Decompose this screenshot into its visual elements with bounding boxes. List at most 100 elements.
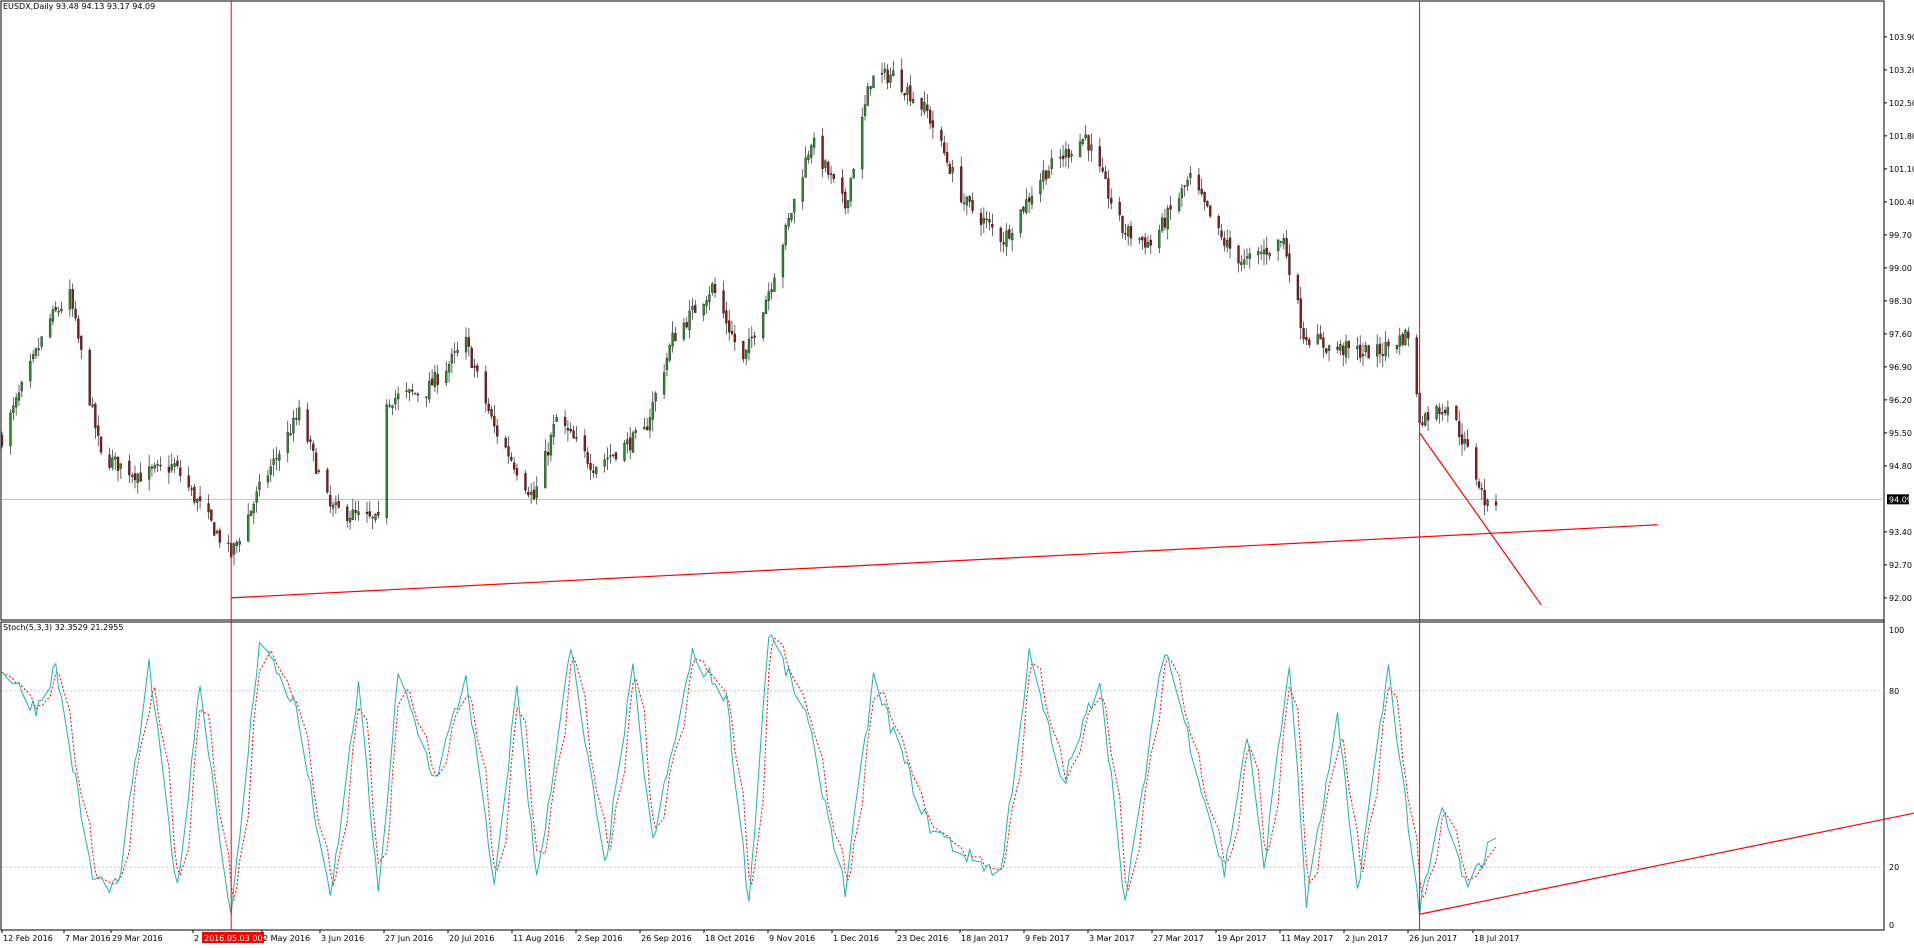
candle [527,486,530,498]
trendline-annotations[interactable] [230,1,1914,930]
candle-body [433,372,437,388]
candle-body [1226,240,1229,248]
candle-body [80,336,83,350]
candle [535,476,538,505]
candle-body [1299,298,1302,329]
candle-body [179,467,182,476]
candle [1240,255,1243,272]
candle [312,440,315,462]
candle [329,485,332,514]
candle [1276,239,1280,262]
candle [866,82,869,106]
candle [235,539,239,553]
candle [960,156,963,204]
candle [713,277,717,298]
candle [258,473,261,497]
candle [1098,137,1102,173]
candle-body [37,348,40,351]
price-panel-header: EUSDX,Daily 93.48 94.13 93.17 94.09 [3,2,155,11]
candle-body [691,306,694,311]
candle [829,165,833,184]
candle [408,388,411,402]
candle-body [20,381,23,392]
candle [1129,221,1133,247]
candle-body [1347,341,1351,348]
candle-body [1381,354,1384,357]
candle [354,500,357,521]
candle-body [592,470,595,473]
candle [1327,344,1331,362]
candle-body [371,516,374,519]
candle [790,212,793,223]
candle [1163,209,1167,231]
candle-body [493,415,496,427]
candle-body [943,142,946,154]
candle [1424,411,1427,427]
candle [1398,327,1401,355]
stochastic-series[interactable] [1,634,1497,916]
candle [943,135,946,156]
candle [1022,205,1025,215]
candle [1359,335,1362,363]
candle-body [863,104,867,117]
price-axis-label: 102.50 [1889,99,1914,108]
candle [269,458,272,482]
candle-body [985,218,988,221]
candle [317,468,321,474]
candle [589,454,592,480]
candle [1296,272,1300,305]
candle [1087,134,1090,162]
candle-body [979,212,983,226]
candle [1316,324,1319,345]
candle [99,436,103,456]
price-axis-label: 94.80 [1889,462,1912,471]
candle [1259,244,1263,261]
candle-body [77,318,80,339]
candle-body [1265,247,1268,255]
candle [982,207,986,234]
candle [685,317,688,329]
candle-body [1316,334,1319,345]
candle [1384,331,1387,362]
candle [1342,342,1345,367]
candle-body [1446,407,1450,415]
candle-body [405,390,408,392]
time-axis-label: 7 Mar 2016 [65,934,111,943]
candle-body [1262,249,1266,255]
stoch-signal-line [1,637,1497,901]
candle-body [1186,180,1189,187]
candle-body [694,305,697,313]
price-axis-label: 98.30 [1889,297,1912,306]
candle [252,501,255,524]
candle [903,92,906,101]
candlestick-series[interactable] [0,58,1498,566]
candle-body [708,294,711,302]
candle-body [654,393,657,402]
candle [232,541,236,566]
candle [844,187,847,215]
candle [187,466,190,492]
candle [781,243,785,289]
candle-body [447,364,451,373]
candle-body [238,540,241,545]
candle-body [314,452,318,474]
candle [688,300,691,339]
candle-body [671,332,674,347]
candle [674,327,677,342]
candle-body [210,509,213,521]
candle-body [348,518,352,523]
candle-body [99,436,103,453]
candle [629,426,632,460]
candle-body [68,289,72,310]
candle-body [948,163,952,174]
time-axis-label: 23 Dec 2016 [897,934,948,943]
candle [892,60,895,76]
candle-body [583,435,587,452]
candle-body [931,120,935,128]
candle-body [249,510,253,517]
candle [371,515,374,530]
candle [190,485,193,497]
candle [1186,176,1189,191]
